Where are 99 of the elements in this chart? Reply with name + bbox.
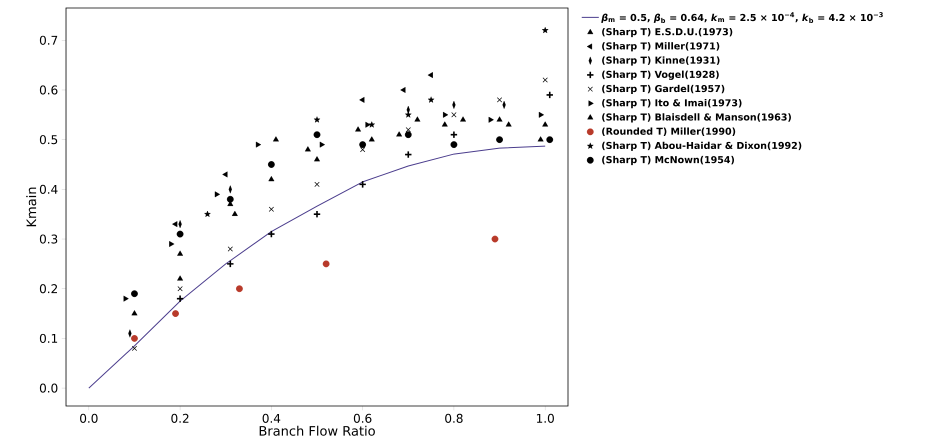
legend-label: (Sharp T) Kinne(1931): [602, 56, 720, 66]
point: [228, 246, 233, 252]
x-tick-label: 0.4: [262, 414, 280, 423]
y-tick-label: 0.5: [40, 135, 58, 144]
point: [428, 96, 434, 103]
x-tick-label: 0.2: [171, 414, 188, 423]
point: [542, 77, 548, 83]
point: [222, 171, 228, 178]
point: [355, 126, 362, 132]
x-tick-label: 1.0: [536, 414, 554, 423]
point: [542, 121, 548, 127]
point: [542, 26, 548, 34]
point: [214, 191, 220, 198]
point: [314, 116, 320, 123]
point: [132, 346, 138, 351]
point: [314, 156, 320, 162]
x-axis-title: Branch Flow Ratio: [260, 426, 375, 436]
point: [177, 250, 184, 256]
legend-label: (Sharp T) E.S.D.U.(1973): [602, 28, 732, 38]
point: [172, 221, 178, 228]
y-axis-title: Kmain: [26, 188, 36, 226]
point: [358, 180, 367, 188]
point: [176, 294, 184, 303]
point: [176, 230, 184, 238]
point: [131, 310, 138, 316]
point: [304, 146, 311, 152]
point: [268, 206, 274, 212]
y-tick-label: 0.1: [40, 334, 58, 343]
point: [506, 121, 512, 127]
point: [232, 210, 238, 216]
point: [368, 136, 375, 142]
point: [360, 146, 366, 152]
point: [460, 116, 466, 122]
point: [226, 260, 234, 268]
legend-label: (Sharp T) Abou-Haidar & Dixon(1992): [602, 142, 802, 151]
point: [131, 335, 138, 342]
point: [546, 90, 554, 99]
point: [177, 275, 184, 281]
point: [359, 141, 366, 148]
y-tick-label: 0.6: [40, 85, 58, 95]
point: [496, 97, 502, 103]
legend-label: (Sharp T) Miller(1971): [602, 42, 720, 52]
y-tick-label: 0.7: [40, 36, 58, 45]
point: [396, 131, 402, 136]
point: [172, 310, 179, 317]
line-series: [88, 146, 546, 389]
point: [322, 260, 330, 268]
point: [405, 111, 412, 118]
point: [204, 210, 211, 217]
point: [496, 116, 503, 122]
point: [314, 182, 320, 187]
point: [256, 142, 262, 148]
point: [359, 96, 364, 103]
legend-label: (Sharp T) Blaisdell & Manson(1963): [602, 113, 791, 122]
point: [268, 161, 275, 168]
point: [236, 285, 243, 292]
point: [406, 127, 411, 132]
point: [442, 112, 448, 118]
point: [496, 136, 503, 144]
text: β$_{m}$ = 0.5, β$_{b}$ = 0.64, k$_{m}$ = 2.5 × 10$^{−4}$, k$_{b}$ = 4.2 × 10$^{−3}$: [601, 12, 883, 23]
legend-label: (Sharp T) Ito & Imai(1973): [602, 99, 742, 108]
point: [414, 116, 420, 122]
point: [314, 131, 320, 138]
point: [451, 112, 457, 118]
legend-label: (Sharp T) Gardel(1957): [602, 84, 724, 94]
point: [313, 210, 322, 218]
point: [538, 112, 544, 118]
legend-label: (Sharp T) McNown(1954): [602, 156, 734, 166]
legend-label: (Rounded T) Miller(1990): [602, 127, 736, 136]
point: [492, 236, 498, 242]
point: [450, 130, 458, 139]
point: [272, 136, 279, 142]
y-tick-label: 0.0: [40, 384, 58, 393]
point: [177, 286, 183, 292]
point: [131, 290, 138, 298]
point: [404, 131, 412, 138]
legend-label: (Sharp T) Vogel(1928): [602, 70, 719, 80]
point: [268, 176, 274, 182]
point: [365, 122, 371, 128]
y-tick-label: 0.4: [40, 184, 58, 194]
point: [442, 121, 448, 127]
y-tick-label: 0.3: [40, 234, 58, 244]
point: [450, 141, 458, 148]
point: [169, 241, 174, 247]
point: [404, 150, 412, 159]
point: [368, 121, 376, 128]
point: [538, 136, 544, 142]
x-tick-label: 0.6: [354, 414, 372, 423]
point: [226, 196, 234, 203]
point: [546, 136, 554, 144]
point: [267, 230, 276, 238]
point: [488, 116, 494, 123]
x-tick-label: 0.8: [445, 414, 463, 423]
point: [428, 72, 433, 78]
point: [320, 142, 325, 148]
y-tick-label: 0.2: [40, 284, 58, 294]
point: [124, 296, 129, 302]
x-tick-label: 0.0: [80, 414, 98, 423]
point: [400, 87, 406, 93]
